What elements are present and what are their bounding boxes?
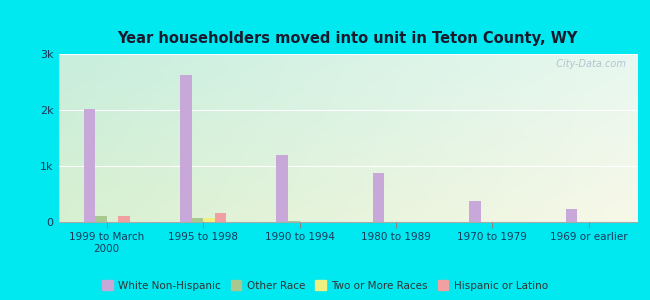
Bar	[214, 213, 226, 222]
Bar	[373, 173, 384, 222]
Bar	[84, 109, 95, 222]
Bar	[95, 216, 107, 222]
Bar	[180, 75, 192, 222]
Bar	[203, 218, 215, 222]
Bar	[469, 201, 481, 222]
Bar	[118, 216, 130, 222]
Bar	[288, 221, 300, 222]
Title: Year householders moved into unit in Teton County, WY: Year householders moved into unit in Tet…	[118, 31, 578, 46]
Text: City-Data.com: City-Data.com	[549, 59, 625, 69]
Legend: White Non-Hispanic, Other Race, Two or More Races, Hispanic or Latino: White Non-Hispanic, Other Race, Two or M…	[98, 276, 552, 295]
Bar	[566, 209, 577, 222]
Bar	[192, 218, 203, 222]
Bar	[276, 155, 288, 222]
